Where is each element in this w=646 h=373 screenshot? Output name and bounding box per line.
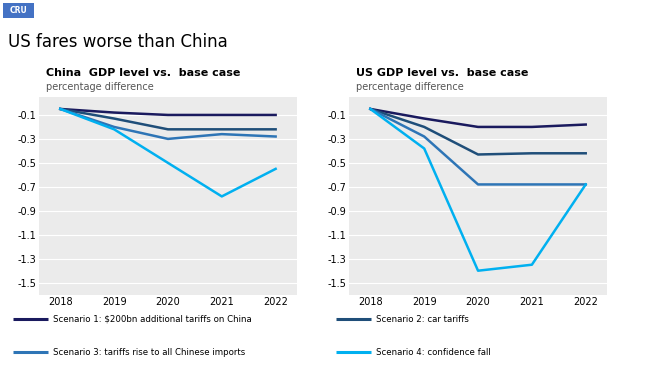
Text: US fares worse than China: US fares worse than China (8, 33, 227, 51)
Text: percentage difference: percentage difference (46, 82, 154, 93)
Text: China  GDP level vs.  base case: China GDP level vs. base case (46, 68, 240, 78)
FancyBboxPatch shape (3, 3, 34, 18)
Text: percentage difference: percentage difference (356, 82, 464, 93)
Text: Scenario 4: confidence fall: Scenario 4: confidence fall (376, 348, 491, 357)
Text: Scenario 1: $200bn additional tariffs on China: Scenario 1: $200bn additional tariffs on… (53, 315, 252, 324)
Text: CRU: CRU (10, 6, 28, 15)
Text: Scenario 2: car tariffs: Scenario 2: car tariffs (376, 315, 469, 324)
Text: US GDP level vs.  base case: US GDP level vs. base case (356, 68, 528, 78)
Text: Scenario 3: tariffs rise to all Chinese imports: Scenario 3: tariffs rise to all Chinese … (53, 348, 245, 357)
